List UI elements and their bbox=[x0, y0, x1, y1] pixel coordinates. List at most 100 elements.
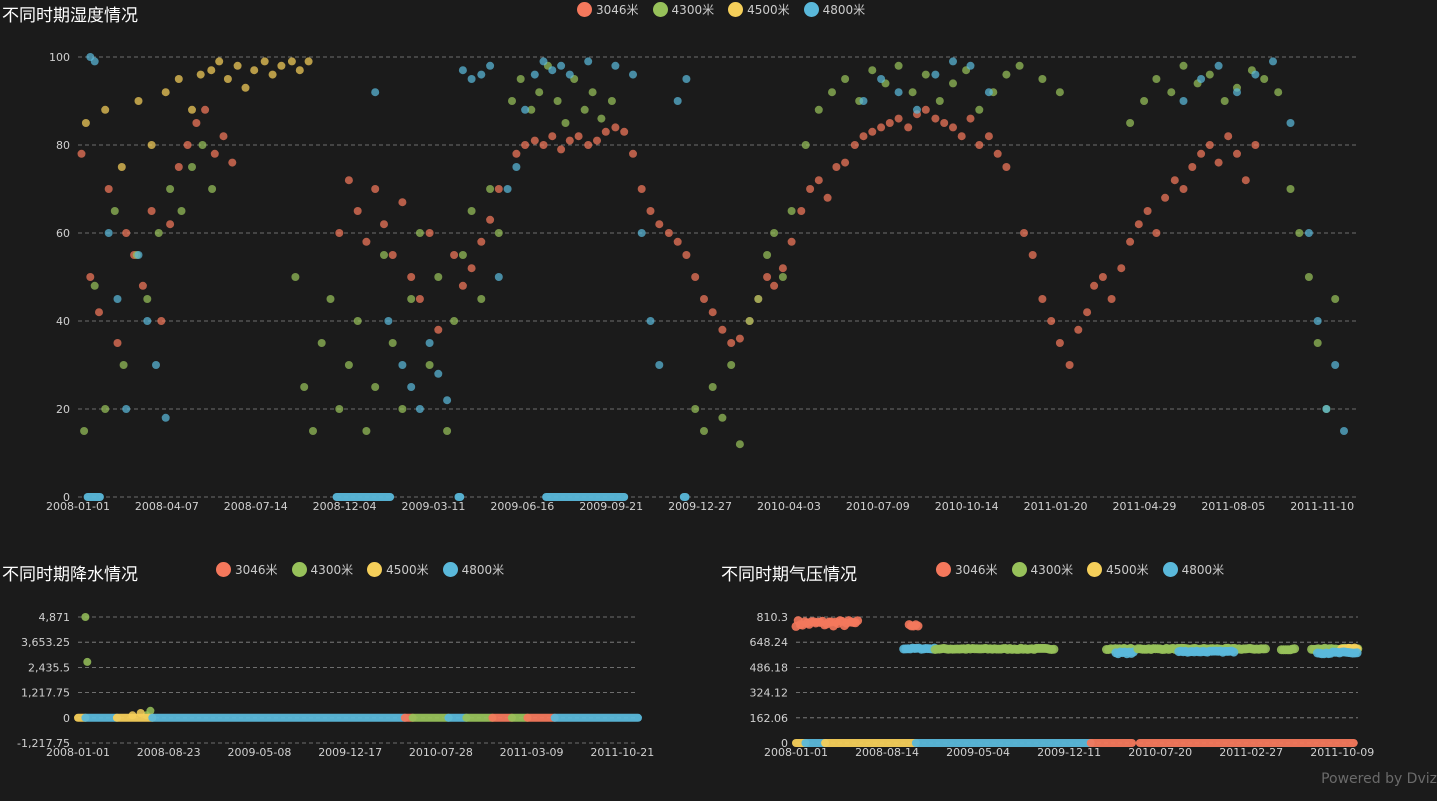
data-point bbox=[415, 405, 424, 413]
x-tick-label: 2011-01-20 bbox=[1024, 500, 1088, 513]
legend-item-4800[interactable]: 4800米 bbox=[1162, 561, 1224, 578]
y-tick-label: 1,217.75 bbox=[21, 687, 70, 700]
zero-band bbox=[542, 493, 629, 501]
data-point bbox=[117, 163, 126, 171]
legend-item-4300[interactable]: 4300米 bbox=[1011, 561, 1073, 578]
data-point bbox=[450, 317, 459, 325]
legend-item-4500[interactable]: 4500米 bbox=[728, 1, 790, 18]
legend-label: 3046米 bbox=[955, 563, 998, 577]
data-point bbox=[828, 88, 836, 97]
legend-item-3046[interactable]: 3046米 bbox=[577, 1, 639, 18]
data-point bbox=[745, 317, 754, 325]
data-point bbox=[1083, 308, 1092, 317]
data-point bbox=[113, 339, 122, 347]
legend-item-4500[interactable]: 4500米 bbox=[367, 561, 429, 578]
legend-item-4300[interactable]: 4300米 bbox=[652, 1, 714, 18]
legend-dot bbox=[936, 562, 951, 577]
data-point bbox=[841, 75, 850, 83]
data-point bbox=[597, 114, 606, 123]
data-point bbox=[516, 75, 525, 83]
x-tick-label: 2010-07-20 bbox=[1128, 746, 1192, 759]
data-point bbox=[629, 70, 637, 79]
plot-area bbox=[77, 53, 1348, 501]
data-point bbox=[601, 127, 610, 136]
data-point bbox=[894, 88, 903, 97]
data-point bbox=[655, 361, 664, 369]
x-tick-label: 2008-04-07 bbox=[135, 500, 199, 513]
y-tick-label: 40 bbox=[56, 315, 70, 328]
data-point bbox=[1188, 163, 1197, 171]
legend-item-4800[interactable]: 4800米 bbox=[442, 561, 504, 578]
data-point bbox=[407, 295, 416, 303]
data-point bbox=[287, 57, 296, 66]
data-point bbox=[1074, 325, 1083, 334]
data-point bbox=[1179, 185, 1188, 193]
data-point bbox=[787, 237, 796, 246]
legend-item-3046[interactable]: 3046米 bbox=[936, 561, 998, 578]
data-point bbox=[931, 114, 940, 123]
data-point bbox=[535, 88, 544, 97]
data-point bbox=[304, 57, 313, 66]
data-point bbox=[565, 70, 574, 79]
data-point bbox=[940, 119, 949, 127]
legend-dot bbox=[652, 2, 668, 17]
data-point bbox=[443, 427, 452, 435]
data-point bbox=[530, 70, 539, 79]
data-point bbox=[1214, 158, 1223, 167]
data-point bbox=[250, 66, 259, 75]
data-point bbox=[885, 119, 894, 127]
data-point bbox=[727, 339, 736, 347]
data-point bbox=[104, 229, 113, 237]
x-tick-label: 2009-05-04 bbox=[946, 746, 1010, 759]
data-point bbox=[637, 229, 646, 237]
data-point bbox=[161, 413, 170, 422]
data-point bbox=[859, 132, 868, 141]
data-point bbox=[1261, 644, 1270, 654]
data-point bbox=[957, 132, 966, 141]
data-point bbox=[868, 127, 877, 136]
data-point bbox=[1179, 61, 1188, 70]
data-point bbox=[309, 427, 317, 435]
data-point bbox=[521, 105, 530, 114]
data-point bbox=[655, 220, 664, 229]
data-point bbox=[1304, 229, 1313, 237]
legend-item-4500[interactable]: 4500米 bbox=[1087, 561, 1149, 578]
data-point bbox=[443, 396, 452, 405]
zero-band bbox=[408, 713, 453, 722]
humidity-legend: 3046米 4300米 4500米 4800米 bbox=[577, 1, 865, 18]
x-tick-label: 2008-01-01 bbox=[46, 500, 110, 513]
data-point bbox=[850, 141, 859, 149]
pressure-chart-title: 不同时期气压情况 bbox=[721, 565, 857, 585]
data-point bbox=[90, 281, 99, 290]
data-point bbox=[434, 273, 443, 281]
humidity-chart-title: 不同时期湿度情况 bbox=[2, 6, 138, 26]
data-point bbox=[620, 127, 629, 136]
data-point bbox=[1286, 185, 1295, 193]
y-tick-label: 0 bbox=[63, 491, 70, 504]
data-point bbox=[1304, 273, 1313, 281]
x-tick-label: 2008-08-23 bbox=[137, 746, 201, 759]
y-tick-label: 60 bbox=[56, 227, 70, 240]
data-point bbox=[574, 132, 583, 141]
data-point bbox=[110, 207, 119, 215]
data-point bbox=[1233, 149, 1241, 158]
data-point bbox=[913, 621, 923, 631]
zero-band bbox=[462, 713, 497, 722]
data-point bbox=[434, 369, 443, 378]
data-point bbox=[157, 317, 166, 325]
x-tick-label: 2011-04-29 bbox=[1112, 500, 1176, 513]
x-tick-label: 2009-12-17 bbox=[318, 746, 382, 759]
data-point bbox=[853, 616, 863, 626]
data-point bbox=[1098, 273, 1107, 281]
x-tick-label: 2011-11-10 bbox=[1290, 500, 1354, 513]
data-point bbox=[1126, 237, 1135, 246]
legend-item-3046[interactable]: 3046米 bbox=[216, 561, 278, 578]
legend-item-4300[interactable]: 4300米 bbox=[291, 561, 353, 578]
data-point bbox=[1140, 97, 1149, 105]
data-point bbox=[539, 141, 548, 149]
data-point bbox=[921, 105, 930, 114]
data-point bbox=[1028, 251, 1037, 259]
data-point bbox=[425, 361, 434, 369]
legend-item-4800[interactable]: 4800米 bbox=[803, 1, 865, 18]
data-point bbox=[1143, 207, 1152, 215]
